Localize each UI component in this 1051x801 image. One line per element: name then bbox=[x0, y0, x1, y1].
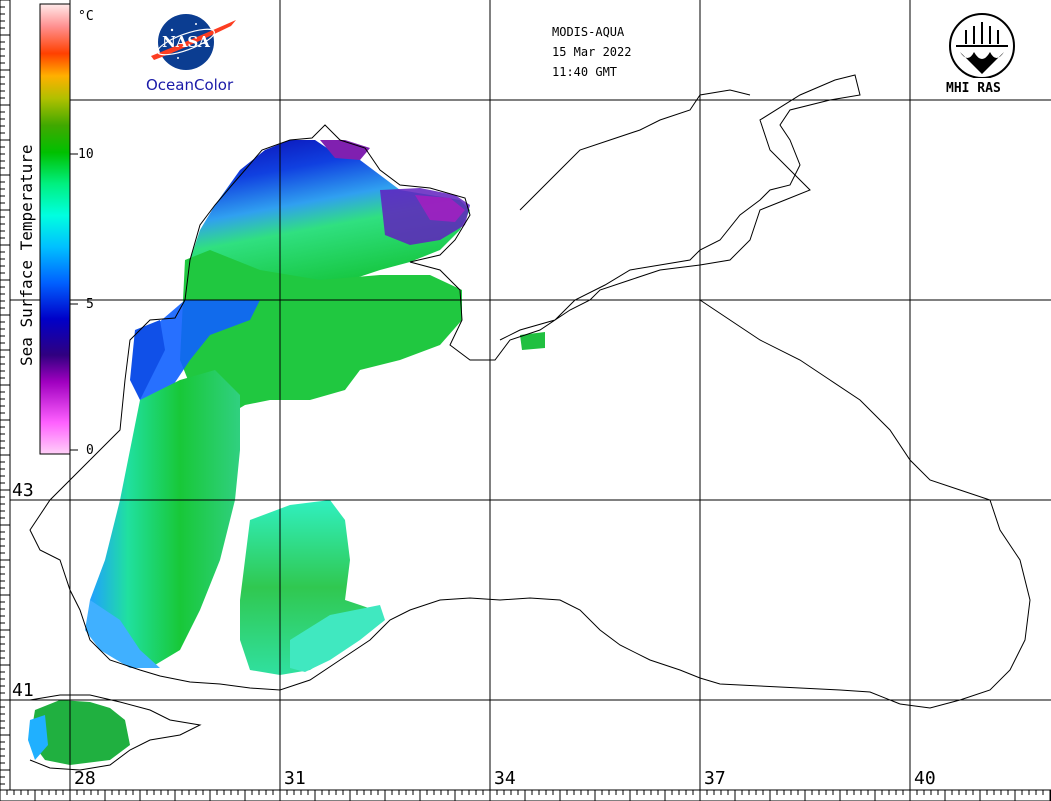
colorbar-scale bbox=[39, 3, 71, 455]
colorbar-title: Sea Surface Temperature bbox=[17, 144, 36, 366]
marmara-edge bbox=[28, 715, 48, 760]
danube-blue bbox=[130, 320, 165, 400]
colorbar: 10 5 0 °C Sea Surface Temperature bbox=[17, 3, 94, 458]
coast-caucasus bbox=[699, 299, 1031, 709]
karkinit-inner bbox=[415, 195, 465, 222]
bulgarian-coast bbox=[85, 600, 160, 668]
nasa-logo: NASA bbox=[146, 12, 242, 94]
nasa-logo-word: NASA bbox=[162, 33, 210, 51]
time-label: 11:40 GMT bbox=[552, 65, 618, 79]
coast-turkey bbox=[29, 459, 901, 705]
coast-marmara bbox=[29, 694, 202, 771]
lon-label-31: 31 bbox=[284, 768, 306, 789]
western-sea bbox=[90, 370, 240, 668]
lat-label-43: 43 bbox=[12, 480, 34, 501]
lat-label-41: 41 bbox=[12, 680, 34, 701]
colorbar-tick-0: 0 bbox=[86, 443, 94, 458]
oceancolor-label: OceanColor bbox=[146, 76, 234, 94]
date-label: 15 Mar 2022 bbox=[552, 45, 632, 59]
colorbar-tick-5: 5 bbox=[86, 297, 94, 312]
lon-label-40: 40 bbox=[914, 768, 936, 789]
coast-north bbox=[89, 74, 861, 461]
sst-data bbox=[28, 140, 545, 765]
kerch-green bbox=[520, 332, 545, 350]
colorbar-unit: °C bbox=[78, 9, 94, 24]
colorbar-tick-10: 10 bbox=[78, 147, 94, 162]
lon-label-28: 28 bbox=[74, 768, 96, 789]
sensor-label: MODIS-AQUA bbox=[552, 25, 625, 39]
lon-label-34: 34 bbox=[494, 768, 516, 789]
lon-label-37: 37 bbox=[704, 768, 726, 789]
mhi-label: MHI RAS bbox=[946, 81, 1001, 96]
coastline bbox=[29, 74, 1031, 771]
dnieper-bay bbox=[320, 140, 370, 160]
mhi-logo bbox=[944, 8, 1020, 98]
turkish-coast-patch bbox=[290, 605, 385, 672]
marmara-sea bbox=[30, 700, 130, 765]
nw-shelf-cold bbox=[190, 140, 470, 310]
coast-crimea-azov bbox=[519, 89, 751, 211]
odessa-shelf bbox=[180, 250, 462, 420]
